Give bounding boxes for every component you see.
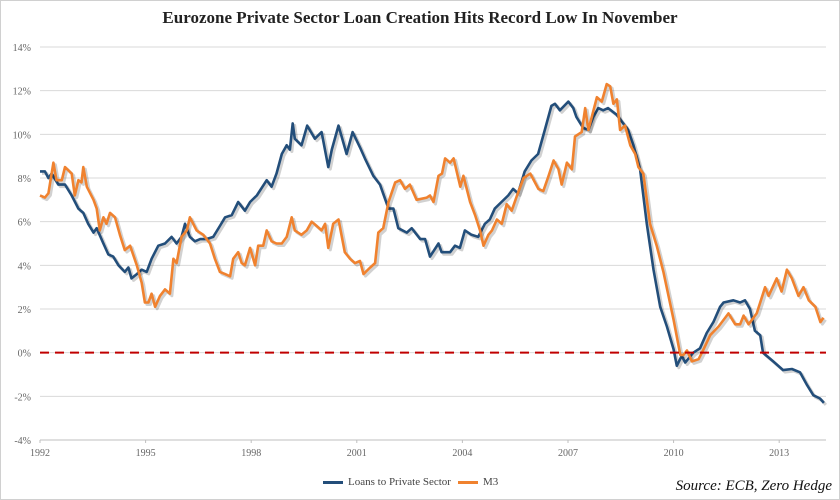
y-tick-label: -2%: [14, 392, 31, 403]
x-tick-label: 2010: [664, 448, 684, 459]
y-tick-label: 14%: [13, 43, 31, 54]
series-lines: [39, 82, 828, 406]
series-shadow-1: [41, 84, 827, 365]
y-tick-label: 2%: [18, 305, 31, 316]
legend-swatch-m3: [458, 480, 478, 484]
x-tick-label: 2001: [347, 448, 367, 459]
x-tick-label: 1998: [241, 448, 261, 459]
x-tick-label: 2007: [558, 448, 578, 459]
y-axis-ticks: -4% -2% 0% 2% 4% 6% 8% 10% 12% 14%: [13, 43, 31, 447]
legend-swatch-loans: [323, 480, 343, 484]
legend-item-loans: Loans to Private Sector: [323, 476, 451, 488]
x-axis-ticks: 1992 1995 1998 2001 2004 2007 2010 2013: [30, 440, 789, 459]
y-tick-label: 8%: [18, 174, 31, 185]
y-tick-label: 10%: [13, 130, 31, 141]
legend-label-m3: M3: [483, 476, 499, 488]
y-tick-label: 6%: [18, 218, 31, 229]
x-tick-label: 1995: [136, 448, 156, 459]
gridlines: [40, 46, 826, 441]
legend-item-m3: M3: [458, 476, 498, 488]
x-tick-label: 1992: [30, 448, 50, 459]
y-tick-label: 4%: [18, 261, 31, 272]
chart-title: Eurozone Private Sector Loan Creation Hi…: [162, 8, 678, 27]
legend-label-loans: Loans to Private Sector: [348, 476, 451, 488]
series-line-loans: [40, 100, 825, 404]
series-shadow-0: [42, 102, 828, 406]
series-line-m3: [39, 82, 825, 363]
y-tick-label: -4%: [14, 436, 31, 447]
source-note: Source: ECB, Zero Hedge: [675, 478, 832, 494]
x-tick-label: 2013: [769, 448, 789, 459]
x-tick-label: 2004: [452, 448, 472, 459]
y-tick-label: 12%: [13, 87, 31, 98]
y-tick-label: 0%: [18, 349, 31, 360]
